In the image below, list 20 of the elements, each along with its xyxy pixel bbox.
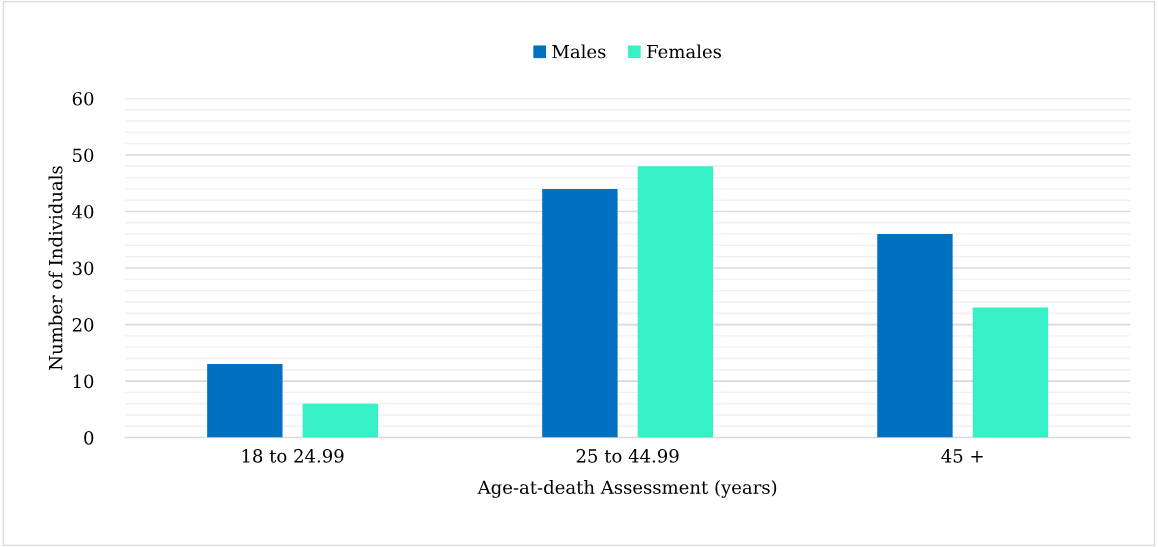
x-tick-label: 45 +: [941, 449, 983, 463]
legend-label: Males: [552, 44, 606, 59]
x-tick-label: 25 to 44.99: [576, 449, 679, 463]
legend-label: Females: [647, 44, 721, 59]
bar: [637, 166, 714, 438]
bar: [972, 307, 1049, 438]
y-tick-label: 50: [73, 148, 94, 163]
y-tick-label: 20: [72, 318, 94, 332]
y-tick-label: 60: [72, 91, 94, 106]
bar: [302, 403, 379, 438]
bar: [877, 234, 953, 438]
y-tick-label: 0: [84, 431, 94, 445]
x-axis-title: Age-at-death Assessment (years): [477, 480, 777, 498]
y-tick-label: 10: [73, 374, 94, 389]
y-axis-title: Number of Individuals: [48, 166, 63, 370]
x-tick-label: 18 to 24.99: [242, 449, 344, 463]
y-tick-label: 40: [72, 204, 94, 219]
bar: [542, 188, 618, 438]
bar: [207, 364, 283, 438]
y-tick-label: 30: [72, 261, 94, 276]
